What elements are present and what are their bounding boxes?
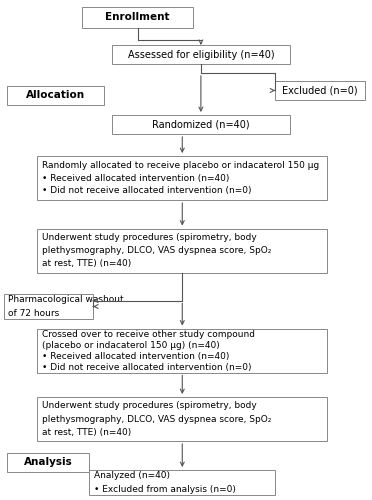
Text: Analyzed (n=40): Analyzed (n=40) xyxy=(94,471,170,480)
Text: plethysmography, DLCO, VAS dyspnea score, SpO₂: plethysmography, DLCO, VAS dyspnea score… xyxy=(42,414,271,424)
Text: Excluded (n=0): Excluded (n=0) xyxy=(282,86,358,96)
Text: Randomly allocated to receive placebo or indacaterol 150 μg: Randomly allocated to receive placebo or… xyxy=(42,160,319,170)
Bar xyxy=(7,86,104,105)
Text: of 72 hours: of 72 hours xyxy=(8,309,60,318)
Text: (placebo or indacaterol 150 μg) (n=40): (placebo or indacaterol 150 μg) (n=40) xyxy=(42,341,219,350)
Text: Pharmacological washout: Pharmacological washout xyxy=(8,295,124,304)
Text: plethysmography, DLCO, VAS dyspnea score, SpO₂: plethysmography, DLCO, VAS dyspnea score… xyxy=(42,246,271,255)
Bar xyxy=(37,156,327,200)
Bar xyxy=(82,8,193,28)
Bar xyxy=(7,452,89,471)
Text: Crossed over to receive other study compound: Crossed over to receive other study comp… xyxy=(42,330,255,339)
Text: • Did not receive allocated intervention (n=0): • Did not receive allocated intervention… xyxy=(42,186,251,196)
Text: Underwent study procedures (spirometry, body: Underwent study procedures (spirometry, … xyxy=(42,402,256,410)
Text: Enrollment: Enrollment xyxy=(105,12,170,22)
Bar xyxy=(275,81,365,100)
Text: • Excluded from analysis (n=0): • Excluded from analysis (n=0) xyxy=(94,485,235,494)
Bar xyxy=(112,115,290,134)
Text: at rest, TTE) (n=40): at rest, TTE) (n=40) xyxy=(42,259,131,268)
Text: Allocation: Allocation xyxy=(26,90,85,101)
Bar xyxy=(37,397,327,441)
Text: • Received allocated intervention (n=40): • Received allocated intervention (n=40) xyxy=(42,352,229,361)
Text: Analysis: Analysis xyxy=(24,457,73,467)
Text: Underwent study procedures (spirometry, body: Underwent study procedures (spirometry, … xyxy=(42,233,256,242)
Text: Assessed for eligibility (n=40): Assessed for eligibility (n=40) xyxy=(128,50,274,59)
Bar xyxy=(4,294,93,319)
Bar xyxy=(89,470,275,495)
Bar xyxy=(37,228,327,272)
Text: at rest, TTE) (n=40): at rest, TTE) (n=40) xyxy=(42,428,131,436)
Text: • Did not receive allocated intervention (n=0): • Did not receive allocated intervention… xyxy=(42,363,251,372)
Bar xyxy=(37,328,327,372)
Text: • Received allocated intervention (n=40): • Received allocated intervention (n=40) xyxy=(42,174,229,182)
Bar xyxy=(112,45,290,64)
Text: Randomized (n=40): Randomized (n=40) xyxy=(152,120,250,130)
